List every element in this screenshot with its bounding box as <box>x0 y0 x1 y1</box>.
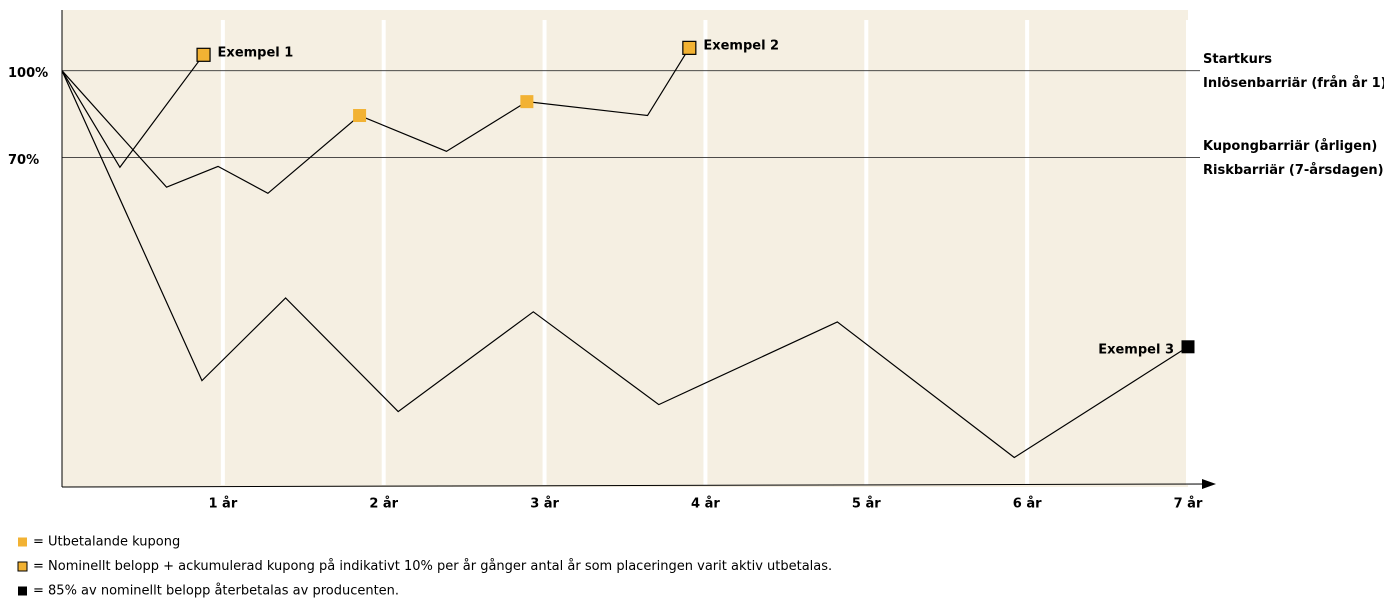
x-tick-label: 7 år <box>1174 497 1203 512</box>
legend-text: = Nominellt belopp + ackumulerad kupong … <box>33 559 832 574</box>
legend-text: = Utbetalande kupong <box>33 535 180 550</box>
x-tick-label: 3 år <box>530 497 559 512</box>
plot-background <box>62 10 1188 487</box>
x-tick-label: 6 år <box>1013 497 1042 512</box>
legend-swatch <box>18 537 27 547</box>
marker <box>353 109 367 123</box>
annotation: Riskbarriär (7-årsdagen) <box>1203 163 1384 178</box>
x-tick-label: 1 år <box>208 497 237 512</box>
marker <box>1181 340 1195 354</box>
series-line <box>61 54 205 169</box>
series-label: Exempel 3 <box>1098 342 1174 357</box>
annotation: Inlösenbarriär (från år 1) <box>1203 76 1384 91</box>
series-label: Exempel 1 <box>218 45 294 60</box>
annotation: Startkurs <box>1203 52 1272 67</box>
series-line <box>61 70 1189 459</box>
x-tick-label: 4 år <box>691 497 720 512</box>
legend-text: = 85% av nominellt belopp återbetalas av… <box>33 584 399 599</box>
annotation: Kupongbarriär (årligen) <box>1203 139 1377 154</box>
x-axis <box>61 479 1216 490</box>
marker <box>520 95 534 109</box>
legend-swatch <box>17 561 28 572</box>
x-tick-label: 2 år <box>369 497 398 512</box>
y-tick-label: 100% <box>8 66 48 81</box>
series-label: Exempel 2 <box>703 38 779 53</box>
legend-swatch <box>18 586 27 596</box>
marker <box>196 47 211 62</box>
x-tick-label: 5 år <box>852 497 881 512</box>
marker <box>682 40 697 55</box>
y-tick-label: 70% <box>8 153 39 168</box>
